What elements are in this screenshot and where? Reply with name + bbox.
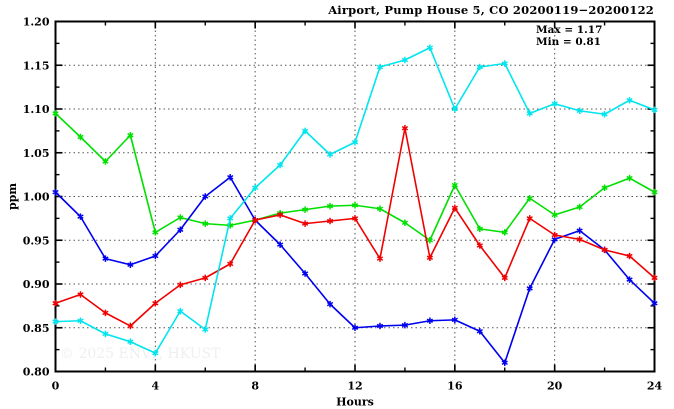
- x-tick-label: 16: [447, 380, 463, 393]
- series-red: [52, 125, 658, 330]
- series-green: [52, 110, 658, 244]
- y-tick-label: 1.20: [23, 16, 50, 29]
- series-cyan: [52, 44, 658, 357]
- chart-title: Airport, Pump House 5, CO 20200119−20200…: [328, 3, 654, 17]
- y-tick-label: 0.85: [23, 322, 50, 335]
- y-tick-label: 1.10: [23, 103, 50, 116]
- y-tick-label: 0.95: [23, 234, 50, 247]
- svg-text:© 2025 ENVF, HKUST: © 2025 ENVF, HKUST: [60, 346, 221, 362]
- watermark: © 2025 ENVF, HKUST: [60, 346, 221, 362]
- x-tick-label: 8: [251, 380, 259, 393]
- grid-lines: [55, 21, 655, 372]
- y-tick-label: 1.15: [23, 59, 50, 72]
- y-tick-label: 1.00: [23, 191, 50, 204]
- x-tick-label: 24: [647, 380, 663, 393]
- axis-tick-labels: 0.80 0.85 0.90 0.95 1.00 1.05 1.10 1.15 1.20 0 4 8 1…: [6, 16, 662, 409]
- y-axis-label: ppm: [6, 183, 19, 210]
- x-axis-label: Hours: [336, 396, 374, 409]
- y-tick-label: 0.80: [23, 366, 50, 379]
- y-tick-label: 0.90: [23, 278, 50, 291]
- x-tick-label: 12: [347, 380, 362, 393]
- x-tick-label: 0: [52, 380, 60, 393]
- x-tick-label: 20: [547, 380, 563, 393]
- y-tick-label: 1.05: [23, 147, 50, 160]
- data-series: [52, 44, 658, 366]
- x-tick-label: 4: [152, 380, 160, 393]
